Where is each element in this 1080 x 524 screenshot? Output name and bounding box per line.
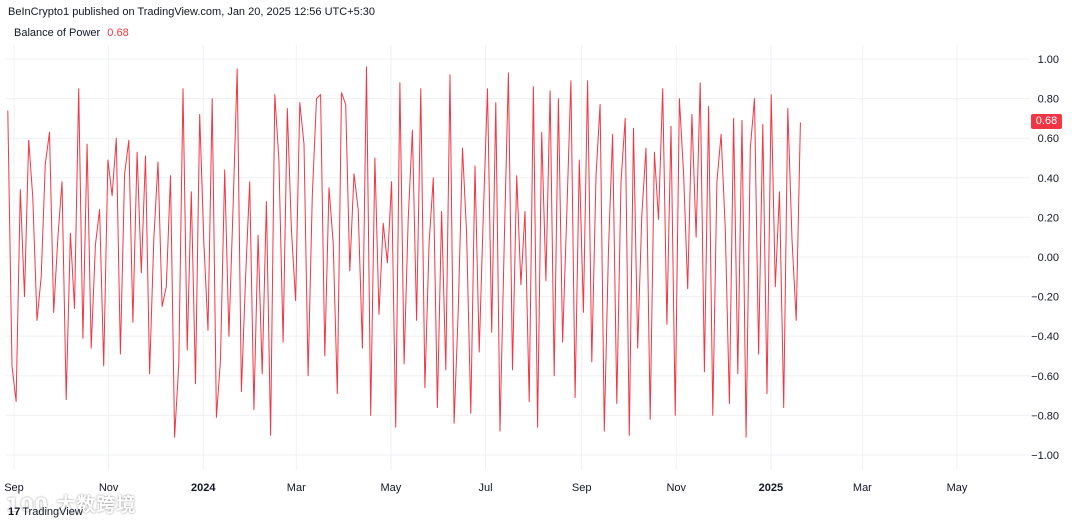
publish-info: BeInCrypto1 published on TradingView.com… xyxy=(8,6,375,18)
indicator-name: Balance of Power xyxy=(14,27,101,39)
x-tick-label: Jul xyxy=(478,482,492,494)
y-tick-label: −0.20 xyxy=(1031,292,1059,304)
tradingview-logo-text: TradingView xyxy=(22,506,83,518)
y-tick-label: −0.60 xyxy=(1031,371,1059,383)
x-axis: Sep Nov 2024 Mar May Jul Sep Nov 2025 Mar May xyxy=(4,482,968,494)
series-layer xyxy=(7,66,801,438)
x-tick-label: Nov xyxy=(666,482,686,494)
y-tick-label: 0.40 xyxy=(1038,173,1059,185)
last-value-badge: 0.68 xyxy=(1031,114,1062,129)
tradingview-logo[interactable]: 17 TradingView xyxy=(8,506,83,518)
x-tick-label: 2024 xyxy=(191,482,216,494)
indicator-legend[interactable]: Balance of Power 0.68 xyxy=(14,27,129,39)
y-tick-label: 0.20 xyxy=(1038,212,1059,224)
y-tick-label: −1.00 xyxy=(1031,450,1059,462)
y-tick-label: 0.00 xyxy=(1038,252,1059,264)
x-tick-label: Sep xyxy=(4,482,24,494)
publish-info-text: BeInCrypto1 published on TradingView.com… xyxy=(8,6,376,18)
y-tick-label: −0.80 xyxy=(1031,410,1059,422)
x-tick-label: Nov xyxy=(99,482,119,494)
y-tick-label: 0.60 xyxy=(1038,133,1059,145)
y-tick-label: 1.00 xyxy=(1038,54,1059,66)
tradingview-logo-mark: 17 xyxy=(8,506,21,518)
y-tick-label: −0.40 xyxy=(1031,331,1059,343)
x-tick-label: 2025 xyxy=(759,482,783,494)
x-tick-label: Mar xyxy=(853,482,872,494)
x-tick-label: Sep xyxy=(572,482,592,494)
indicator-value: 0.68 xyxy=(107,27,129,39)
series-line xyxy=(7,66,801,438)
y-tick-label: 0.80 xyxy=(1038,94,1059,106)
x-tick-label: May xyxy=(380,482,401,494)
grid-lines xyxy=(6,45,1030,470)
x-tick-label: May xyxy=(947,482,968,494)
x-tick-label: Mar xyxy=(287,482,306,494)
y-axis: 1.00 0.80 0.60 0.40 0.20 0.00 −0.20 −0.40 −0.60 −… xyxy=(1031,54,1059,462)
watermark-text: 100 大数跨境 xyxy=(6,494,137,516)
